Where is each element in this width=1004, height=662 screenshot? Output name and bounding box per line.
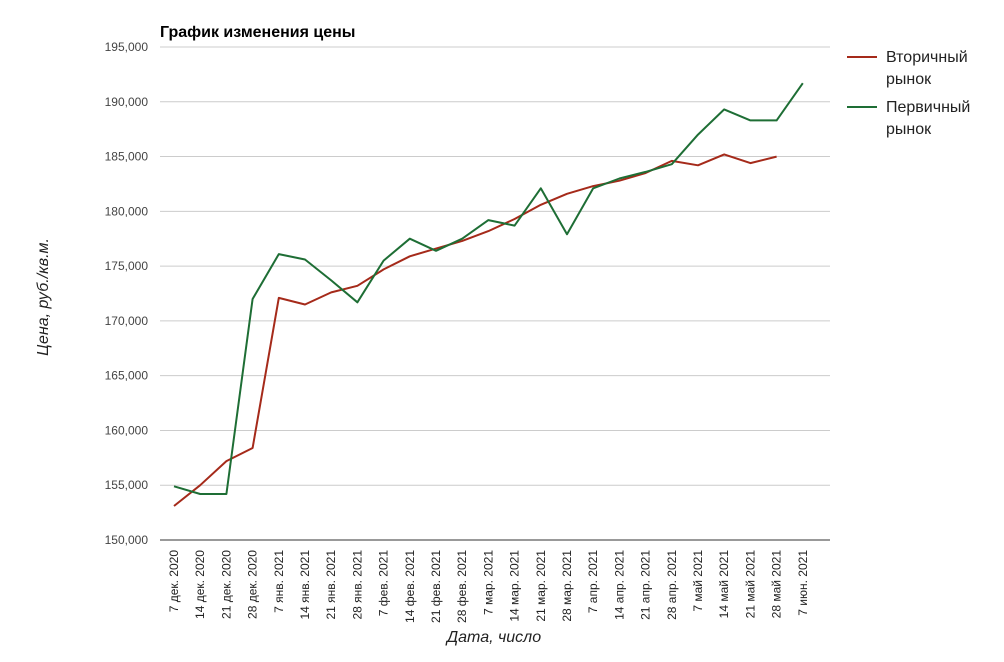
x-axis-ticks: 7 дек. 2020 14 дек. 2020 21 дек. 2020 28 де… (167, 550, 810, 623)
x-tick-label: 21 май 2021 (743, 550, 757, 619)
x-tick-label: 14 мар. 2021 (508, 550, 522, 622)
y-tick-label: 160,000 (105, 423, 149, 437)
x-tick-label: 28 апр. 2021 (665, 550, 679, 620)
series-lines (173, 82, 804, 507)
x-tick-label: 7 мар. 2021 (481, 550, 495, 615)
y-tick-label: 190,000 (105, 95, 149, 109)
x-tick-label: 7 янв. 2021 (272, 550, 286, 613)
x-tick-label: 14 фев. 2021 (403, 550, 417, 623)
x-tick-label: 28 дек. 2020 (246, 550, 260, 619)
legend-item-primary[interactable]: Первичный рынок (847, 99, 975, 138)
legend-label-primary: Первичный рынок (886, 99, 975, 138)
series-line-primary[interactable] (173, 82, 804, 495)
y-tick-label: 180,000 (105, 204, 149, 218)
y-tick-label: 185,000 (105, 150, 149, 164)
legend-label-secondary: Вторичный рынок (886, 49, 972, 88)
x-tick-label: 14 май 2021 (717, 550, 731, 619)
y-tick-label: 195,000 (105, 40, 149, 54)
y-tick-label: 165,000 (105, 369, 149, 383)
x-tick-label: 7 май 2021 (691, 550, 705, 612)
x-tick-label: 7 дек. 2020 (167, 550, 181, 613)
x-tick-label: 21 апр. 2021 (639, 550, 653, 620)
x-tick-label: 28 янв. 2021 (350, 550, 364, 620)
x-tick-label: 14 апр. 2021 (612, 550, 626, 620)
x-tick-label: 21 фев. 2021 (429, 550, 443, 623)
x-tick-label: 21 дек. 2020 (219, 550, 233, 619)
x-tick-label: 28 мар. 2021 (560, 550, 574, 622)
x-axis-label: Дата, число (445, 629, 541, 646)
x-tick-label: 7 фев. 2021 (377, 550, 391, 617)
legend-item-secondary[interactable]: Вторичный рынок (847, 49, 972, 88)
y-tick-label: 175,000 (105, 259, 149, 273)
x-tick-label: 28 фев. 2021 (455, 550, 469, 623)
y-tick-label: 170,000 (105, 314, 149, 328)
x-tick-label: 21 мар. 2021 (534, 550, 548, 622)
y-axis-ticks: 150,000 155,000 160,000 165,000 170,000 175,0… (105, 40, 149, 547)
grid (160, 46, 830, 541)
x-tick-label: 7 июн. 2021 (796, 550, 810, 616)
x-tick-label: 21 янв. 2021 (324, 550, 338, 620)
chart-title: График изменения цены (160, 24, 355, 41)
y-tick-label: 155,000 (105, 478, 149, 492)
legend: Вторичный рынок Первичный рынок (847, 49, 975, 138)
x-tick-label: 14 дек. 2020 (193, 550, 207, 619)
y-tick-label: 150,000 (105, 533, 149, 547)
x-tick-label: 28 май 2021 (770, 550, 784, 619)
x-tick-label: 7 апр. 2021 (586, 550, 600, 614)
series-line-secondary[interactable] (173, 153, 777, 507)
y-axis-label: Цена, руб./кв.м. (35, 238, 52, 356)
x-tick-label: 14 янв. 2021 (298, 550, 312, 620)
